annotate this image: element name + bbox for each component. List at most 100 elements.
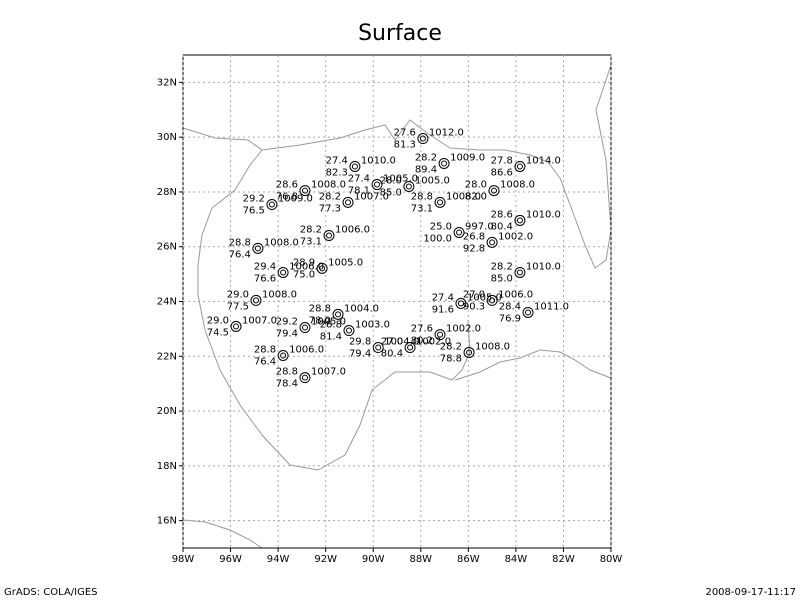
dewpoint-label: 79.4 [349,349,371,360]
x-tick-label: 80W [600,554,623,565]
station-marker [438,157,450,169]
station-marker-inner [345,327,352,334]
dewpoint-label: 81.3 [394,140,416,151]
station-marker-inner [437,331,444,338]
station-marker-inner [441,160,448,167]
map-title: Surface [358,21,442,46]
station-marker-inner [374,181,381,188]
station-marker [417,133,429,145]
dewpoint-label: 73.1 [411,203,433,214]
station-marker-inner [280,352,287,359]
temperature-label: 28.2 [491,261,513,272]
pressure-label: 1005.0 [383,174,418,185]
dewpoint-label: 82.0 [465,192,487,203]
station-marker [316,262,328,274]
pressure-label: 1014.0 [526,155,561,166]
dewpoint-label: 92.8 [463,243,485,254]
pressure-label: 1007.0 [354,191,389,202]
station-marker-inner [466,349,473,356]
dewpoint-label: 76.8 [276,192,298,203]
dewpoint-label: 81.4 [320,332,342,343]
station-marker [299,185,311,197]
temperature-label: 29.0 [227,289,249,300]
pressure-label: 1009.0 [278,194,313,205]
dewpoint-label: 85.0 [380,187,402,198]
station-marker-inner [516,269,523,276]
temperature-label: 29.0 [207,315,229,326]
temperature-label: 28.8 [411,191,433,202]
station-marker [277,266,289,278]
station-marker-inner [516,217,523,224]
dewpoint-label: 80.4 [381,349,403,360]
station-marker [250,294,262,306]
footer-right: 2008-09-17-11:17 [705,587,796,598]
dewpoint-label: 76.5 [243,206,265,217]
temperature-label: 28.2 [415,152,437,163]
dewpoint-label: 89.4 [415,164,437,175]
station-marker-inner [301,374,308,381]
station-marker-inner [419,135,426,142]
station-marker-inner [437,199,444,206]
station-marker [522,306,534,318]
pressure-label: 1009.0 [450,152,485,163]
cuba-coast [454,349,612,381]
dewpoint-label: 78.1 [348,186,370,197]
pressure-label: 1010.0 [526,261,561,272]
station-marker-inner [268,201,275,208]
pressure-label: 1008.0 [264,237,299,248]
north-coast [261,64,612,269]
station-marker [371,179,383,191]
temperature-label: 28.8 [309,303,331,314]
station-marker [252,242,264,254]
station-marker-inner [516,163,523,170]
temperature-label: 28.8 [276,367,298,378]
station-marker-inner [489,239,496,246]
station-marker [514,160,526,172]
temperature-label: 28.8 [229,237,251,248]
x-tick-label: 82W [552,554,575,565]
station-marker-inner [491,187,498,194]
station-marker-inner [254,245,261,252]
station-marker-inner [407,344,414,351]
pressure-label: 1002.0 [446,324,481,335]
temperature-label: 27.4 [432,292,454,303]
dewpoint-label: 86.6 [491,167,513,178]
dewpoint-label: 100.0 [423,233,452,244]
temperature-label: 27.8 [491,155,513,166]
pressure-label: 1012.0 [429,128,464,139]
dewpoint-label: 76.9 [499,313,521,324]
temperature-label: 28.4 [499,301,521,312]
pressure-label: 1005.0 [311,317,346,328]
pressure-label: 1007.0 [242,315,277,326]
temperature-label: 27.6 [394,128,416,139]
station-marker-inner [325,232,332,239]
station-marker-inner [301,187,308,194]
station-marker [403,180,415,192]
x-tick-label: 90W [362,554,385,565]
pressure-label: 1010.0 [526,209,561,220]
pressure-label: 1008.0 [500,180,535,191]
station-marker [230,320,242,332]
pressure-label: 1004.0 [384,337,419,348]
temperature-label: 29.4 [254,261,276,272]
pressure-label: 1011.0 [534,301,569,312]
station-marker-inner [405,183,412,190]
station-marker-inner [301,324,308,331]
temperature-label: 29.8 [349,337,371,348]
coastline [182,64,612,549]
temperature-label: 25.0 [430,221,452,232]
station-marker-inner [525,309,532,316]
y-tick-label: 18N [157,461,177,472]
pressure-label: 1008.0 [446,191,481,202]
pressure-label: 1007.0 [311,367,346,378]
dewpoint-label: 85.0 [491,273,513,284]
y-tick-label: 30N [157,132,177,143]
y-tick-label: 28N [157,187,177,198]
pressure-label: 1002.0 [498,231,533,242]
station-marker-inner [319,265,326,272]
station-marker [434,196,446,208]
temperature-label: 28.2 [440,341,462,352]
dewpoint-label: 91.6 [432,304,454,315]
temperature-label: 26.8 [463,231,485,242]
